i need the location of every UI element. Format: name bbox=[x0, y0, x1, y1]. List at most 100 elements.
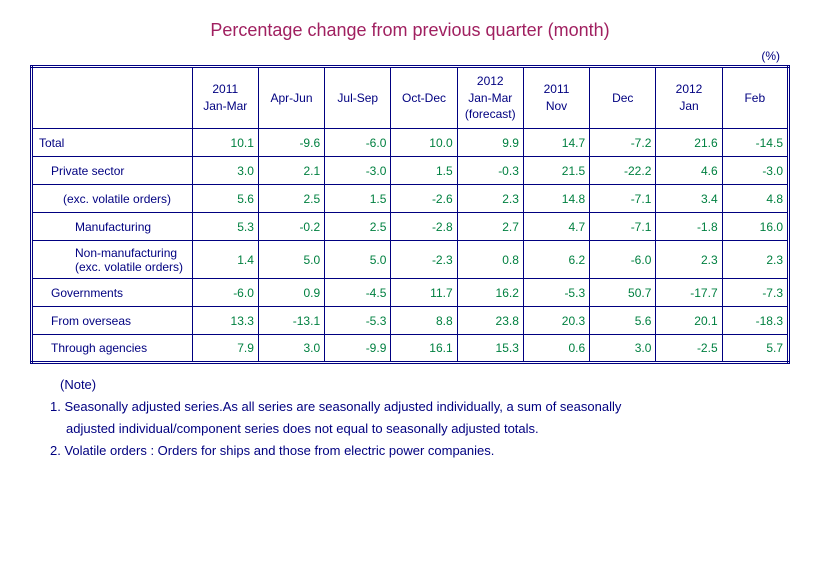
data-cell: 0.9 bbox=[258, 279, 324, 307]
data-cell: -2.6 bbox=[391, 185, 457, 213]
data-cell: -6.0 bbox=[192, 279, 258, 307]
data-cell: 1.5 bbox=[391, 157, 457, 185]
data-cell: -7.3 bbox=[722, 279, 788, 307]
data-cell: 16.0 bbox=[722, 213, 788, 241]
note-line: adjusted individual/component series doe… bbox=[30, 418, 790, 440]
data-cell: 2.1 bbox=[258, 157, 324, 185]
data-cell: -17.7 bbox=[656, 279, 722, 307]
data-cell: 20.1 bbox=[656, 307, 722, 335]
data-cell: 5.6 bbox=[192, 185, 258, 213]
data-cell: 16.1 bbox=[391, 335, 457, 363]
column-header: 2011Jan-Mar bbox=[192, 67, 258, 129]
data-cell: 50.7 bbox=[590, 279, 656, 307]
data-cell: 2.3 bbox=[722, 241, 788, 279]
table-header: 2011Jan-MarApr-JunJul-SepOct-Dec2012Jan-… bbox=[32, 67, 789, 129]
data-cell: 20.3 bbox=[523, 307, 589, 335]
data-cell: -3.0 bbox=[722, 157, 788, 185]
data-cell: -3.0 bbox=[325, 157, 391, 185]
data-cell: 5.0 bbox=[258, 241, 324, 279]
data-cell: -2.5 bbox=[656, 335, 722, 363]
data-cell: 5.6 bbox=[590, 307, 656, 335]
table-row: Private sector3.02.1-3.01.5-0.321.5-22.2… bbox=[32, 157, 789, 185]
data-cell: 15.3 bbox=[457, 335, 523, 363]
column-header: 2012Jan bbox=[656, 67, 722, 129]
data-cell: -7.2 bbox=[590, 129, 656, 157]
data-cell: -0.2 bbox=[258, 213, 324, 241]
data-cell: 14.7 bbox=[523, 129, 589, 157]
data-cell: 4.8 bbox=[722, 185, 788, 213]
data-cell: -0.3 bbox=[457, 157, 523, 185]
table-row: Governments-6.00.9-4.511.716.2-5.350.7-1… bbox=[32, 279, 789, 307]
table-row: (exc. volatile orders)5.62.51.5-2.62.314… bbox=[32, 185, 789, 213]
data-cell: -1.8 bbox=[656, 213, 722, 241]
data-cell: -4.5 bbox=[325, 279, 391, 307]
data-cell: 7.9 bbox=[192, 335, 258, 363]
data-cell: 13.3 bbox=[192, 307, 258, 335]
note-heading: (Note) bbox=[30, 374, 790, 396]
data-cell: 4.6 bbox=[656, 157, 722, 185]
data-cell: 0.8 bbox=[457, 241, 523, 279]
column-header: 2012Jan-Mar(forecast) bbox=[457, 67, 523, 129]
data-cell: 3.0 bbox=[590, 335, 656, 363]
data-cell: 5.3 bbox=[192, 213, 258, 241]
data-cell: 3.0 bbox=[258, 335, 324, 363]
data-cell: -5.3 bbox=[523, 279, 589, 307]
row-label: From overseas bbox=[32, 307, 193, 335]
data-cell: 3.4 bbox=[656, 185, 722, 213]
note-line: 2. Volatile orders : Orders for ships an… bbox=[30, 440, 790, 462]
data-cell: 14.8 bbox=[523, 185, 589, 213]
data-cell: 3.0 bbox=[192, 157, 258, 185]
data-cell: 11.7 bbox=[391, 279, 457, 307]
row-label: Total bbox=[32, 129, 193, 157]
data-cell: 10.0 bbox=[391, 129, 457, 157]
data-cell: -2.8 bbox=[391, 213, 457, 241]
column-header: Oct-Dec bbox=[391, 67, 457, 129]
column-header: Dec bbox=[590, 67, 656, 129]
data-cell: 5.0 bbox=[325, 241, 391, 279]
data-cell: -13.1 bbox=[258, 307, 324, 335]
column-header: Jul-Sep bbox=[325, 67, 391, 129]
row-label: (exc. volatile orders) bbox=[32, 185, 193, 213]
table-row: From overseas13.3-13.1-5.38.823.820.35.6… bbox=[32, 307, 789, 335]
row-label: Governments bbox=[32, 279, 193, 307]
row-label: Manufacturing bbox=[32, 213, 193, 241]
data-cell: -9.9 bbox=[325, 335, 391, 363]
header-blank bbox=[32, 67, 193, 129]
data-cell: -14.5 bbox=[722, 129, 788, 157]
table-row: Through agencies7.93.0-9.916.115.30.63.0… bbox=[32, 335, 789, 363]
unit-label: (%) bbox=[30, 49, 790, 63]
data-table: 2011Jan-MarApr-JunJul-SepOct-Dec2012Jan-… bbox=[30, 65, 790, 364]
column-header: 2011Nov bbox=[523, 67, 589, 129]
table-row: Manufacturing5.3-0.22.5-2.82.74.7-7.1-1.… bbox=[32, 213, 789, 241]
data-cell: 1.5 bbox=[325, 185, 391, 213]
data-cell: 23.8 bbox=[457, 307, 523, 335]
data-cell: 2.3 bbox=[656, 241, 722, 279]
data-cell: 6.2 bbox=[523, 241, 589, 279]
data-cell: 8.8 bbox=[391, 307, 457, 335]
data-cell: -9.6 bbox=[258, 129, 324, 157]
data-cell: 1.4 bbox=[192, 241, 258, 279]
data-cell: -5.3 bbox=[325, 307, 391, 335]
data-cell: 9.9 bbox=[457, 129, 523, 157]
data-cell: 4.7 bbox=[523, 213, 589, 241]
data-cell: -7.1 bbox=[590, 185, 656, 213]
row-label: Non-manufacturing(exc. volatile orders) bbox=[32, 241, 193, 279]
row-label: Through agencies bbox=[32, 335, 193, 363]
data-cell: 0.6 bbox=[523, 335, 589, 363]
data-cell: 16.2 bbox=[457, 279, 523, 307]
data-cell: 5.7 bbox=[722, 335, 788, 363]
data-cell: 2.5 bbox=[325, 213, 391, 241]
data-cell: 21.5 bbox=[523, 157, 589, 185]
note-line: 1. Seasonally adjusted series.As all ser… bbox=[30, 396, 790, 418]
data-cell: -7.1 bbox=[590, 213, 656, 241]
data-cell: -6.0 bbox=[590, 241, 656, 279]
data-cell: -18.3 bbox=[722, 307, 788, 335]
data-cell: -22.2 bbox=[590, 157, 656, 185]
notes-block: (Note) 1. Seasonally adjusted series.As … bbox=[30, 374, 790, 462]
row-label: Private sector bbox=[32, 157, 193, 185]
data-cell: -2.3 bbox=[391, 241, 457, 279]
data-cell: 2.5 bbox=[258, 185, 324, 213]
data-cell: 2.3 bbox=[457, 185, 523, 213]
table-row: Non-manufacturing(exc. volatile orders)1… bbox=[32, 241, 789, 279]
column-header: Apr-Jun bbox=[258, 67, 324, 129]
